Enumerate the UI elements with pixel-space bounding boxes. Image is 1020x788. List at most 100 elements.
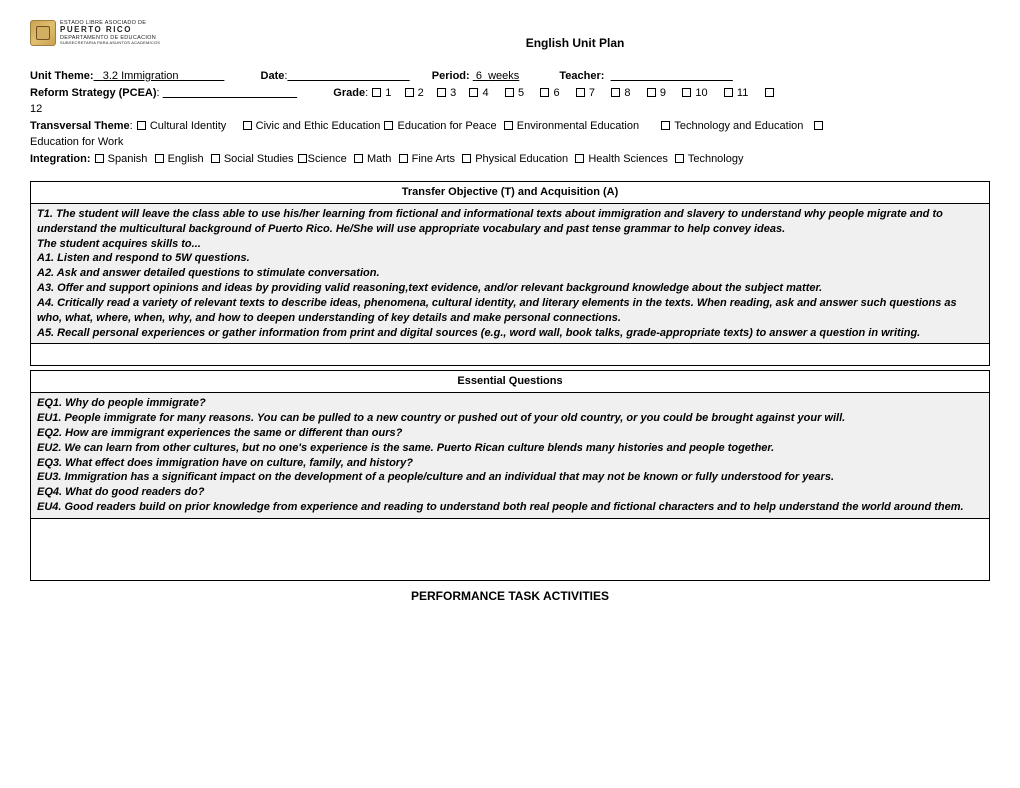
- seal-icon: [30, 20, 56, 46]
- integration-7: Physical Education: [475, 153, 568, 165]
- integration-6: Fine Arts: [412, 153, 455, 165]
- transversal-cb-4[interactable]: [504, 121, 513, 130]
- eq-empty-row: [31, 518, 990, 580]
- grade-checkbox-8[interactable]: [611, 88, 620, 97]
- integration-3: Social Studies: [224, 153, 294, 165]
- header-row: ESTADO LIBRE ASOCIADO DE PUERTO RICO DEP…: [30, 20, 990, 50]
- logo-line4: SUBSECRETARIA PARA ASUNTOS ACADEMICOS: [60, 41, 160, 45]
- meta-line1: Unit Theme: 3.2 Immigration Date: Period…: [30, 68, 990, 85]
- integration-cb-7[interactable]: [462, 154, 471, 163]
- grade-checkbox-11[interactable]: [724, 88, 733, 97]
- grade-5: 5: [518, 87, 524, 99]
- meta-line-transversal: Transversal Theme: Cultural Identity Civ…: [30, 118, 990, 151]
- integration-cb-8[interactable]: [575, 154, 584, 163]
- integration-2: English: [168, 153, 204, 165]
- integration-cb-4[interactable]: [298, 154, 307, 163]
- transversal-4: Environmental Education: [517, 120, 639, 132]
- logo-text: ESTADO LIBRE ASOCIADO DE PUERTO RICO DEP…: [60, 20, 160, 45]
- transversal-cb-2[interactable]: [243, 121, 252, 130]
- a5-text: A5. Recall personal experiences or gathe…: [37, 326, 983, 341]
- teacher-label: Teacher:: [559, 70, 604, 82]
- integration-1: Spanish: [108, 153, 148, 165]
- unit-theme-value: 3.2 Immigration: [94, 70, 225, 82]
- grade-checkbox-6[interactable]: [540, 88, 549, 97]
- integration-4: Science: [308, 153, 347, 165]
- grade-1: 1: [385, 87, 391, 99]
- a1-text: A1. Listen and respond to 5W questions.: [37, 251, 983, 266]
- grade-checkbox-3[interactable]: [437, 88, 446, 97]
- transversal-5: Technology and Education: [674, 120, 803, 132]
- transfer-header: Transfer Objective (T) and Acquisition (…: [31, 182, 990, 204]
- integration-cb-6[interactable]: [399, 154, 408, 163]
- meta-line2: Reform Strategy (PCEA): Grade: 1 2 3 4 5…: [30, 85, 990, 118]
- a4-text: A4. Critically read a variety of relevan…: [37, 296, 983, 326]
- transversal-label: Transversal Theme: [30, 120, 130, 132]
- grade-checkbox-7[interactable]: [576, 88, 585, 97]
- grade-label: Grade: [333, 87, 365, 99]
- a3-text: A3. Offer and support opinions and ideas…: [37, 281, 983, 296]
- grade-10: 10: [695, 87, 707, 99]
- eq-header: Essential Questions: [31, 371, 990, 393]
- transversal-6: Education for Work: [30, 136, 123, 148]
- transversal-cb-3[interactable]: [384, 121, 393, 130]
- eq1-text: EQ1. Why do people immigrate?: [37, 396, 983, 411]
- page-title: English Unit Plan: [160, 20, 990, 50]
- integration-cb-3[interactable]: [211, 154, 220, 163]
- grade-9: 9: [660, 87, 666, 99]
- grade-4: 4: [483, 87, 489, 99]
- logo-line2: PUERTO RICO: [60, 26, 160, 35]
- period-value: 6: [473, 70, 488, 82]
- grade-6: 6: [553, 87, 559, 99]
- integration-5: Math: [367, 153, 391, 165]
- unit-theme-label: Unit Theme:: [30, 70, 94, 82]
- grade-2: 2: [418, 87, 424, 99]
- meta-block: Unit Theme: 3.2 Immigration Date: Period…: [30, 68, 990, 167]
- transfer-body: T1. The student will leave the class abl…: [31, 203, 990, 344]
- teacher-blank[interactable]: [611, 70, 733, 82]
- a2-text: A2. Ask and answer detailed questions to…: [37, 266, 983, 281]
- gov-logo: ESTADO LIBRE ASOCIADO DE PUERTO RICO DEP…: [30, 20, 160, 46]
- integration-cb-9[interactable]: [675, 154, 684, 163]
- period-label: Period:: [432, 70, 470, 82]
- grade-8: 8: [624, 87, 630, 99]
- eu4-text: EU4. Good readers build on prior knowled…: [37, 500, 983, 515]
- integration-label: Integration:: [30, 153, 91, 165]
- grade-checkbox-2[interactable]: [405, 88, 414, 97]
- integration-8: Health Sciences: [588, 153, 668, 165]
- t1-text: T1. The student will leave the class abl…: [37, 207, 983, 237]
- eq2-text: EQ2. How are immigrant experiences the s…: [37, 426, 983, 441]
- date-blank[interactable]: [287, 70, 409, 82]
- transversal-1: Cultural Identity: [150, 120, 226, 132]
- eu3-text: EU3. Immigration has a significant impac…: [37, 470, 983, 485]
- grade-checkbox-12[interactable]: [765, 88, 774, 97]
- integration-cb-2[interactable]: [155, 154, 164, 163]
- transfer-table: Transfer Objective (T) and Acquisition (…: [30, 181, 990, 366]
- date-label: Date: [261, 70, 285, 82]
- reform-label: Reform Strategy (PCEA): [30, 87, 157, 99]
- acquires-text: The student acquires skills to...: [37, 237, 983, 252]
- grade-12: 12: [30, 103, 42, 115]
- integration-cb-1[interactable]: [95, 154, 104, 163]
- eq4-text: EQ4. What do good readers do?: [37, 485, 983, 500]
- eu2-text: EU2. We can learn from other cultures, b…: [37, 441, 983, 456]
- integration-cb-5[interactable]: [354, 154, 363, 163]
- eq-table: Essential Questions EQ1. Why do people i…: [30, 370, 990, 581]
- period-unit: weeks: [488, 70, 519, 82]
- grade-checkbox-4[interactable]: [469, 88, 478, 97]
- grade-checkbox-10[interactable]: [682, 88, 691, 97]
- grade-7: 7: [589, 87, 595, 99]
- grade-checkbox-1[interactable]: [372, 88, 381, 97]
- transversal-cb-6[interactable]: [814, 121, 823, 130]
- grade-checkbox-5[interactable]: [505, 88, 514, 97]
- meta-line-integration: Integration: Spanish English Social Stud…: [30, 151, 990, 168]
- reform-blank[interactable]: [163, 87, 297, 99]
- transversal-3: Education for Peace: [398, 120, 497, 132]
- grade-11: 11: [737, 87, 748, 99]
- eq-body: EQ1. Why do people immigrate? EU1. Peopl…: [31, 393, 990, 519]
- grade-3: 3: [450, 87, 456, 99]
- period-num: 6: [476, 70, 482, 82]
- transversal-cb-1[interactable]: [137, 121, 146, 130]
- transversal-cb-5[interactable]: [661, 121, 670, 130]
- unit-theme-text: 3.2 Immigration: [103, 70, 179, 82]
- grade-checkbox-9[interactable]: [647, 88, 656, 97]
